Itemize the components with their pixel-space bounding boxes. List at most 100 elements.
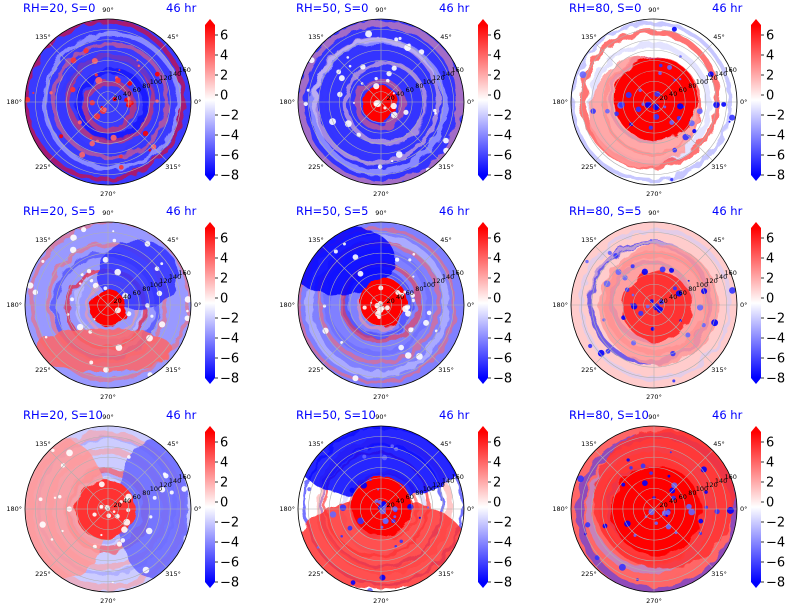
colorbar-extend-min <box>478 582 488 588</box>
contour-spot <box>32 91 35 94</box>
contour-spot <box>114 307 121 314</box>
theta-tick-label: 180° <box>552 98 568 106</box>
colorbar-tick-label: −6 <box>220 149 239 164</box>
contour-spot <box>615 269 622 276</box>
theta-tick-label: 0° <box>467 505 474 513</box>
contour-spot <box>41 259 45 263</box>
colorbar-extend-min <box>478 175 488 181</box>
r-tick-label: 20 <box>113 94 121 102</box>
colorbar-tick-label: −8 <box>220 372 239 387</box>
panel-title: RH=20, S=0 <box>23 1 95 15</box>
contour-spot <box>394 446 399 452</box>
contour-spot <box>648 508 655 516</box>
contour-spot <box>98 481 105 488</box>
panel-time-label: 46 hr <box>439 1 470 15</box>
polar-panel: 20 40 60 80 10012014016090°45°0°315°270°225°… <box>6 1 239 198</box>
r-tick-label: 40 <box>669 90 677 98</box>
theta-tick-label: 45° <box>440 236 452 244</box>
contour-spot <box>186 309 189 313</box>
contour-spot <box>362 305 367 310</box>
contour-spot <box>411 298 415 303</box>
polar-grid <box>297 221 465 389</box>
colorbar-tick-label: −2 <box>493 516 512 531</box>
colorbar: 6 4 2 0 −2 −4 −6 −8 <box>751 426 785 591</box>
contour-spot <box>682 133 689 141</box>
contour-spot <box>618 563 626 571</box>
grid-spoke <box>653 246 713 306</box>
panel-time-label: 46 hr <box>166 408 197 422</box>
theta-tick-label: 90° <box>102 413 114 421</box>
contour-spot <box>44 335 48 339</box>
contour-spot <box>642 480 648 487</box>
contour-spot <box>669 120 675 125</box>
contour-spot <box>142 566 150 574</box>
theta-tick-label: 270° <box>373 597 389 605</box>
theta-tick-label: 135° <box>308 33 324 41</box>
contour-spot <box>385 78 390 83</box>
r-tick-label: 140 <box>169 70 181 78</box>
colorbar-tick-label: 4 <box>493 456 501 471</box>
contour-spot <box>360 481 368 489</box>
colorbar-tick-label: 0 <box>493 89 501 104</box>
contour-spot <box>607 250 612 256</box>
contour-spot <box>423 319 429 326</box>
contour-spot <box>89 100 95 106</box>
r-tick-label: 160 <box>178 473 190 481</box>
colorbar-tick-label: 4 <box>493 49 501 64</box>
contour-spot <box>112 230 115 233</box>
theta-tick-label: 45° <box>713 236 725 244</box>
r-tick-label: 100 <box>423 281 435 289</box>
contour-spot <box>342 242 346 246</box>
contour-spot <box>91 58 98 65</box>
grid-spoke <box>107 450 167 510</box>
contour-spot <box>307 487 312 492</box>
theta-tick-label: 0° <box>740 98 747 106</box>
contour-spot <box>640 463 646 469</box>
theta-tick-label: 135° <box>581 33 597 41</box>
r-tick-label: 140 <box>442 477 454 485</box>
grid-spoke <box>380 101 440 161</box>
r-tick-label: 80 <box>688 489 696 497</box>
r-tick-label: 140 <box>442 273 454 281</box>
contour-band <box>321 46 432 156</box>
colorbar-tick-label: 2 <box>766 476 774 491</box>
contour-spot <box>352 375 359 382</box>
r-tick-label: 120 <box>159 277 171 285</box>
colorbar-body <box>205 25 215 175</box>
colorbar-tick-label: 0 <box>766 89 774 104</box>
contour-spot <box>49 91 53 95</box>
colorbar-body <box>205 432 215 582</box>
r-tick-label: 140 <box>169 477 181 485</box>
colorbar-tick-label: 2 <box>766 69 774 84</box>
colorbar-tick-label: −4 <box>766 332 785 347</box>
colorbar-extend-min <box>751 175 761 181</box>
polar-frame <box>24 221 192 389</box>
r-tick-label: 60 <box>406 493 414 501</box>
r-tick-label: 160 <box>451 269 463 277</box>
r-tick-label: 20 <box>386 297 394 305</box>
contour-spot <box>649 471 653 475</box>
polar-frame <box>297 18 465 186</box>
contour-band <box>345 66 416 137</box>
theta-tick-label: 135° <box>35 236 51 244</box>
r-tick-label: 80 <box>688 82 696 90</box>
panel-title: RH=20, S=5 <box>23 204 95 218</box>
contour-spot <box>625 91 632 98</box>
grid-spoke <box>322 304 382 364</box>
contour-spot <box>115 344 123 351</box>
r-tick-label: 20 <box>113 501 121 509</box>
polar-grid <box>24 221 192 389</box>
theta-tick-label: 0° <box>740 505 747 513</box>
grid-spoke <box>322 43 382 103</box>
r-tick-label: 40 <box>123 90 131 98</box>
colorbar: 6 4 2 0 −2 −4 −6 −8 <box>751 19 785 184</box>
colorbar-tick-label: 6 <box>493 436 501 451</box>
contour-spot <box>714 508 720 515</box>
theta-tick-label: 315° <box>165 366 181 374</box>
contour-spot <box>390 444 394 448</box>
contour-spot <box>25 96 31 103</box>
grid-spoke <box>653 43 713 103</box>
r-tick-label: 120 <box>432 277 444 285</box>
contour-spot <box>692 128 697 134</box>
colorbar-tick-label: −4 <box>766 536 785 551</box>
